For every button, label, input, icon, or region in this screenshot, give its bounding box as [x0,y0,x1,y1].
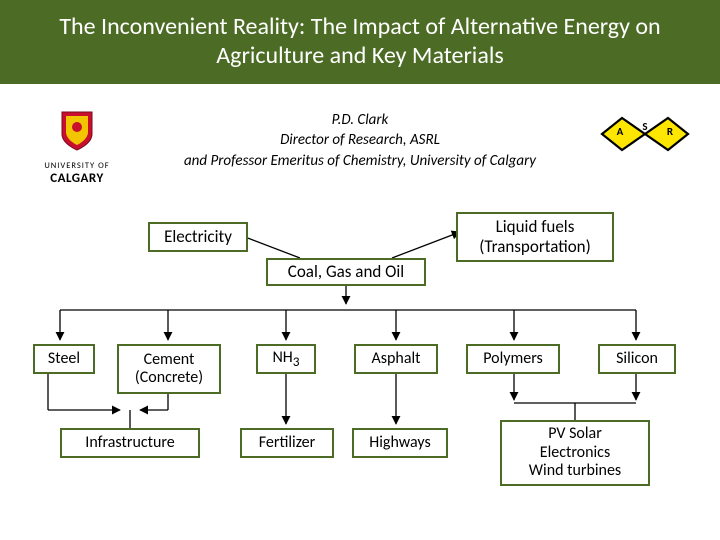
node-nh3: NH3 [256,344,316,374]
author-block: P.D. Clark Director of Research, ASRL an… [120,110,600,171]
author-affil: and Professor Emeritus of Chemistry, Uni… [120,151,600,171]
uofc-line1: UNIVERSITY OF [32,161,122,171]
nh3-label: NH3 [272,349,299,370]
node-steel: Steel [33,344,95,374]
node-pv-solar: PV Solar Electronics Wind turbines [500,420,650,486]
node-infrastructure: Infrastructure [60,428,200,458]
slide: The Inconvenient Reality: The Impact of … [0,0,720,540]
node-polymers: Polymers [466,344,560,374]
uofc-logo: UNIVERSITY OF CALGARY [32,110,122,186]
node-liquid-fuels: Liquid fuels (Transportation) [456,212,614,262]
node-coal-gas-oil: Coal, Gas and Oil [266,258,426,286]
node-highways: Highways [352,428,448,458]
asr-s: S [642,120,647,133]
node-cement: Cement (Concrete) [117,344,221,394]
title-bar: The Inconvenient Reality: The Impact of … [0,0,720,84]
author-role: Director of Research, ASRL [120,130,600,150]
asr-a: A [617,125,624,138]
shield-icon [60,110,94,152]
slide-title: The Inconvenient Reality: The Impact of … [20,13,700,71]
node-silicon: Silicon [598,344,676,374]
asr-logo-icon: A S R [600,114,690,154]
node-asphalt: Asphalt [354,344,438,374]
author-name: P.D. Clark [120,110,600,130]
uofc-line2: CALGARY [32,171,122,186]
edge-coal-liquid [392,232,460,258]
node-fertilizer: Fertilizer [240,428,334,458]
node-electricity: Electricity [148,222,248,252]
asr-r: R [667,125,674,138]
